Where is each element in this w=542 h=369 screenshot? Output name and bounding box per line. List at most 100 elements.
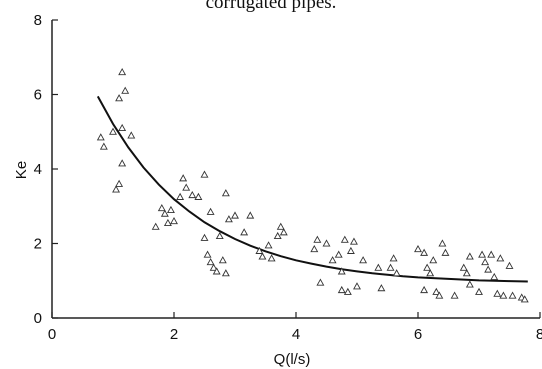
triangle-marker <box>487 250 496 258</box>
fit-curve <box>96 95 528 283</box>
triangle-marker <box>112 185 121 193</box>
y-tick-label: 2 <box>34 236 42 253</box>
triangle-marker <box>465 280 474 288</box>
triangle-marker <box>206 207 215 215</box>
triangle-marker <box>109 127 117 135</box>
triangle-marker <box>218 256 227 264</box>
triangle-marker <box>224 215 233 223</box>
triangle-marker <box>127 131 136 139</box>
triangle-marker <box>276 222 285 230</box>
triangle-marker <box>392 269 401 277</box>
triangle-marker <box>215 231 224 240</box>
triangle-marker <box>478 250 487 258</box>
triangle-marker <box>328 256 337 264</box>
triangle-marker <box>231 211 239 219</box>
triangle-marker <box>493 289 502 297</box>
triangle-marker <box>423 263 432 271</box>
triangle-marker <box>337 285 346 294</box>
triangle-marker <box>346 246 355 254</box>
triangle-marker <box>279 228 288 236</box>
triangle-marker <box>420 285 429 294</box>
triangle-marker <box>334 250 343 258</box>
triangle-marker <box>188 190 197 199</box>
triangle-marker <box>170 217 178 225</box>
x-tick-label: 0 <box>48 326 56 343</box>
triangle-marker <box>349 237 358 245</box>
triangle-marker <box>520 295 529 303</box>
triangle-marker <box>496 254 505 262</box>
triangle-marker <box>240 228 249 236</box>
triangle-marker <box>96 133 105 141</box>
triangle-marker <box>450 291 459 299</box>
triangle-marker <box>490 272 499 281</box>
triangle-marker <box>484 265 493 273</box>
triangle-marker <box>316 278 325 286</box>
fit-curve-group <box>96 95 528 283</box>
y-tick-label: 8 <box>34 12 42 29</box>
x-tick-label: 2 <box>170 326 178 343</box>
triangle-marker <box>118 68 127 76</box>
triangle-marker <box>499 291 508 299</box>
triangle-marker <box>374 263 383 271</box>
triangle-marker <box>209 263 218 271</box>
triangle-marker <box>115 94 124 102</box>
triangle-marker <box>264 241 273 249</box>
triangle-marker <box>310 244 319 253</box>
y-tick-label: 4 <box>34 161 42 178</box>
triangle-marker <box>203 250 212 258</box>
triangle-marker <box>343 287 352 295</box>
ticks: 0 2 4 6 8 0 2 4 6 8 <box>34 12 542 343</box>
triangle-marker <box>273 231 282 240</box>
triangle-marker <box>429 256 438 264</box>
y-tick-label: 0 <box>34 310 42 327</box>
triangle-marker <box>377 284 386 292</box>
triangle-marker <box>151 222 160 230</box>
triangle-marker <box>200 170 209 178</box>
triangle-marker <box>322 239 331 247</box>
triangle-marker <box>353 282 361 290</box>
data-points <box>96 68 529 303</box>
triangle-marker <box>118 159 127 167</box>
x-tick-label: 4 <box>292 326 300 343</box>
triangle-marker <box>179 174 188 182</box>
triangle-marker <box>432 287 441 295</box>
chart-caption: corrugated pipes. <box>206 0 337 13</box>
triangle-marker <box>221 269 230 277</box>
triangle-marker <box>267 254 276 262</box>
x-axis-title: Q(l/s) <box>274 351 311 368</box>
triangle-marker <box>340 235 349 243</box>
triangle-marker <box>182 183 191 191</box>
triangle-marker <box>435 291 444 299</box>
x-tick-label: 6 <box>414 326 422 343</box>
triangle-marker <box>258 252 267 260</box>
triangle-marker <box>99 142 108 150</box>
triangle-marker <box>118 123 127 132</box>
triangle-marker <box>386 263 395 271</box>
triangle-marker <box>337 267 346 275</box>
triangle-marker <box>462 269 471 277</box>
triangle-marker <box>505 261 514 269</box>
triangle-marker <box>475 287 483 295</box>
triangle-marker <box>206 257 215 266</box>
triangle-marker <box>176 192 185 200</box>
triangle-marker <box>438 239 447 247</box>
triangle-marker <box>459 263 468 271</box>
y-axis-title: Ke <box>13 161 30 179</box>
triangle-marker <box>414 244 422 253</box>
triangle-marker <box>246 211 255 219</box>
triangle-marker <box>441 248 450 256</box>
triangle-marker <box>359 256 368 264</box>
triangle-marker <box>313 235 322 243</box>
triangle-marker <box>465 252 474 260</box>
y-tick-label: 6 <box>34 87 42 104</box>
triangle-marker <box>157 203 166 212</box>
triangle-marker <box>212 267 221 275</box>
triangle-marker <box>221 189 230 197</box>
triangle-marker <box>163 218 172 227</box>
triangle-marker <box>166 205 175 213</box>
triangle-marker <box>115 179 124 187</box>
triangle-marker <box>508 291 517 299</box>
triangle-marker <box>160 209 169 217</box>
triangle-marker <box>121 86 130 94</box>
